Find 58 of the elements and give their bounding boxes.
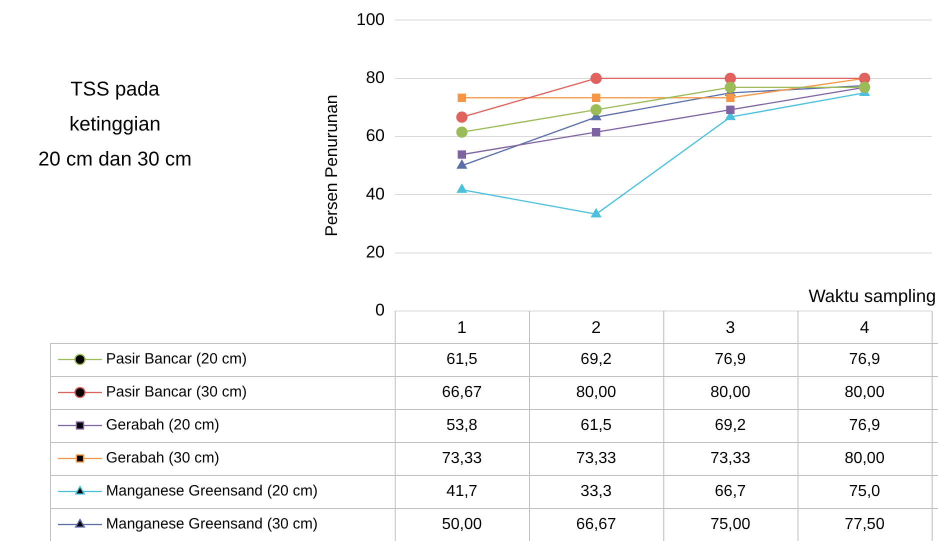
legend-label: Pasir Bancar (20 cm) xyxy=(106,350,247,368)
point xyxy=(591,208,602,218)
point xyxy=(592,128,600,136)
text: TSS pada ketinggian 20 cm dan 30 cm xyxy=(38,78,192,171)
point xyxy=(590,72,602,84)
data-label: 69,2 xyxy=(580,350,612,368)
data-label: 80,00 xyxy=(844,384,885,401)
x-tick-label: 4 xyxy=(860,318,870,337)
data-label: 75,0 xyxy=(849,482,880,500)
legend-label: Manganese Greensand (20 cm) xyxy=(106,482,318,500)
y-axis-title: Persen Penurunan xyxy=(322,94,341,236)
data-label: 53,8 xyxy=(446,416,478,434)
data-label: 41,7 xyxy=(446,482,478,500)
y-tick-label: 60 xyxy=(366,126,385,146)
data-label: 80,00 xyxy=(710,384,750,401)
data-label: 61,5 xyxy=(446,350,478,368)
data-label: 50,00 xyxy=(442,516,482,533)
data-label: 73,33 xyxy=(576,450,616,467)
legend-label: Pasir Bancar (30 cm) xyxy=(106,384,247,401)
data-label: 66,67 xyxy=(442,384,482,401)
data-label: 66,7 xyxy=(714,482,746,500)
data-label: 80,00 xyxy=(844,450,885,467)
legend-label: Gerabah (20 cm) xyxy=(106,416,220,434)
y-tick-label: 0 xyxy=(375,300,385,320)
point xyxy=(456,184,467,193)
y-tick-label: 20 xyxy=(366,242,385,262)
legend-label: Gerabah (30 cm) xyxy=(106,450,220,467)
x-tick-label: 1 xyxy=(457,318,467,337)
data-label: 75,00 xyxy=(710,516,750,533)
data-label: 76,9 xyxy=(849,416,880,434)
x-axis-title: Waktu sampling xyxy=(808,286,936,306)
data-label: 77,50 xyxy=(844,516,885,533)
point xyxy=(456,126,468,138)
point xyxy=(456,160,467,169)
data-label: 73,33 xyxy=(710,450,750,467)
point xyxy=(458,150,466,159)
point xyxy=(592,94,600,102)
y-tick-label: 80 xyxy=(366,68,385,88)
data-label: 61,5 xyxy=(580,416,612,434)
data-label: 33,3 xyxy=(580,482,612,500)
data-label: 66,67 xyxy=(576,516,616,533)
data-label: 69,2 xyxy=(714,416,746,434)
y-tick-label: 100 xyxy=(356,10,385,29)
data-label: 76,9 xyxy=(849,350,880,368)
point xyxy=(458,94,466,102)
point xyxy=(590,104,602,116)
x-tick-label: 2 xyxy=(591,318,601,337)
data-label: 73,33 xyxy=(442,450,482,467)
point xyxy=(724,72,736,84)
data-label: 80,00 xyxy=(576,384,616,401)
point xyxy=(724,82,736,94)
x-tick-label: 3 xyxy=(726,318,736,337)
point xyxy=(456,111,468,123)
data-label: 76,9 xyxy=(714,350,746,368)
point xyxy=(726,94,735,102)
point xyxy=(726,106,735,114)
legend-label: Manganese Greensand (30 cm) xyxy=(106,516,318,533)
y-tick-label: 40 xyxy=(366,184,385,204)
